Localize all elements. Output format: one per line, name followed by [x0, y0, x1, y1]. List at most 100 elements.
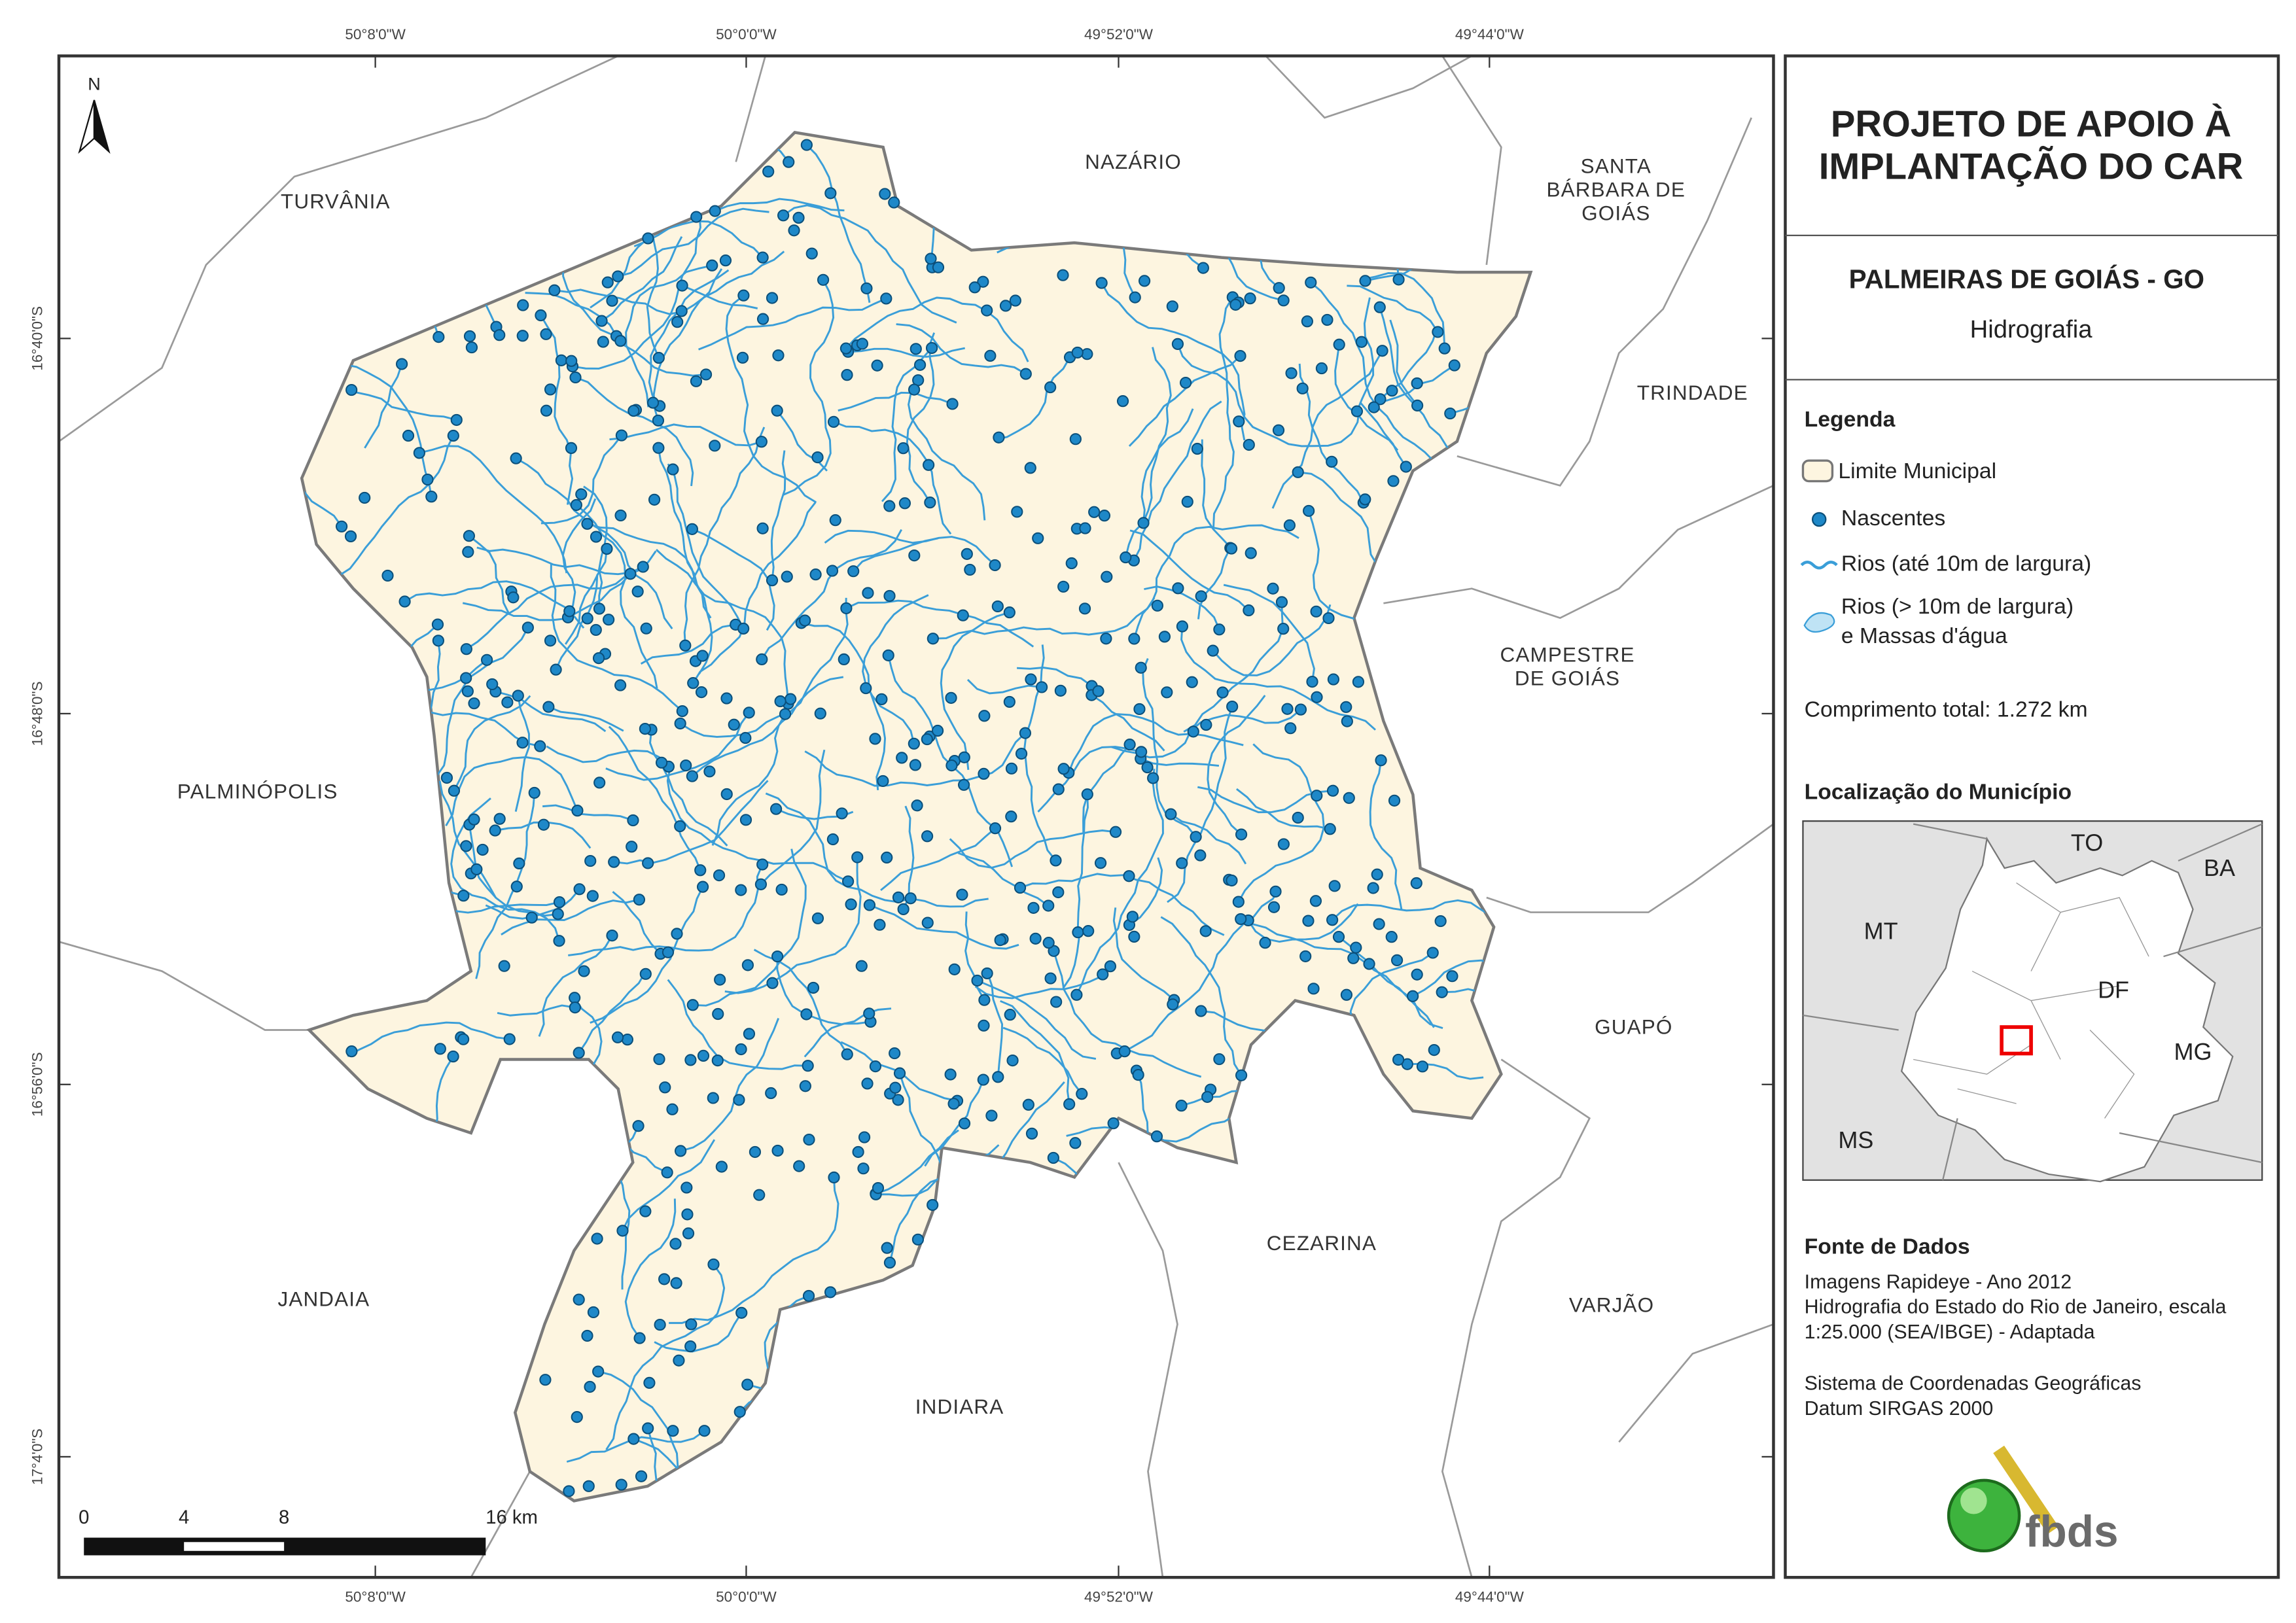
river [862, 594, 929, 744]
spring [889, 1047, 901, 1060]
spring [1385, 931, 1398, 943]
spring [615, 429, 628, 442]
spring [703, 765, 716, 778]
panel-frame [1784, 54, 2280, 1579]
spring [1352, 676, 1365, 688]
river [497, 1004, 576, 1017]
spring [1094, 857, 1107, 869]
spring [811, 912, 824, 924]
spring [614, 335, 627, 347]
river [845, 296, 1029, 362]
spring [755, 436, 768, 448]
spring [1035, 681, 1048, 693]
municipality: PALMEIRAS DE GOIÁS - GO [1849, 264, 2204, 294]
spring [1129, 291, 1141, 304]
spring [552, 908, 564, 920]
spring [528, 786, 540, 799]
river [561, 498, 597, 618]
spring [712, 1007, 724, 1021]
spring [670, 1277, 682, 1289]
spring [913, 358, 927, 371]
spring [1107, 1117, 1120, 1130]
spring [498, 960, 510, 972]
spring [550, 663, 562, 676]
spring [714, 973, 726, 986]
spring [1235, 913, 1247, 926]
spring [1118, 1045, 1131, 1058]
neighbor-boundary [1618, 1323, 1774, 1443]
spring [440, 771, 453, 784]
spring [978, 767, 990, 780]
logo-highlight [1960, 1488, 1987, 1514]
spring [735, 1306, 748, 1319]
spring [809, 568, 822, 581]
municipality [300, 131, 1533, 1503]
spring [720, 788, 733, 801]
river [587, 523, 712, 619]
river [325, 435, 455, 580]
river [896, 323, 1027, 375]
river [683, 427, 766, 646]
spring [553, 935, 565, 947]
spring [762, 166, 775, 178]
spring [772, 349, 785, 362]
river [906, 332, 936, 503]
spring [535, 309, 547, 322]
river [656, 549, 789, 704]
spring [1167, 998, 1179, 1011]
spring [921, 916, 934, 929]
spring [1054, 684, 1067, 697]
river [760, 749, 826, 885]
spring [682, 1227, 695, 1240]
spring [898, 497, 911, 510]
spring [749, 1145, 762, 1159]
spring [1027, 901, 1040, 914]
spring [1151, 599, 1164, 612]
spring [592, 652, 605, 665]
spring [671, 928, 683, 940]
spring [1273, 282, 1285, 294]
river [540, 315, 574, 505]
river [1347, 285, 1439, 333]
spring [1213, 623, 1226, 636]
coordinate-label: 49°52'0"W [1084, 26, 1154, 43]
neighbor-label: PALMINÓPOLIS [177, 780, 338, 803]
spring [989, 822, 1002, 835]
river [347, 1021, 510, 1057]
spring [448, 784, 461, 797]
river [578, 971, 646, 1054]
spring [766, 574, 779, 587]
river [1412, 959, 1494, 998]
spring [1434, 915, 1447, 928]
spring [803, 1133, 815, 1146]
spring [711, 1054, 724, 1067]
spring [633, 1332, 646, 1344]
coordinate-label: 50°0'0"W [716, 26, 777, 43]
river [932, 597, 1156, 640]
inset-label: TO [2071, 829, 2103, 856]
spring [845, 898, 857, 911]
inset-label: DF [2098, 977, 2129, 1003]
spring [1438, 342, 1451, 355]
river [669, 1177, 839, 1324]
river [764, 1295, 809, 1369]
spring [836, 807, 848, 820]
spring [1116, 395, 1129, 408]
spring [606, 930, 618, 942]
spring [643, 1376, 656, 1389]
spring [570, 498, 582, 512]
spring [1375, 754, 1387, 767]
spring [1309, 895, 1322, 907]
spring [826, 833, 839, 846]
river [548, 706, 624, 732]
spring [662, 946, 675, 958]
spring [948, 963, 961, 975]
spring [593, 777, 606, 789]
spring [741, 959, 754, 971]
spring [1400, 461, 1412, 473]
river [838, 391, 953, 411]
legend-label: e Massas d'água [1841, 623, 2007, 648]
spring [814, 707, 826, 720]
spring [542, 701, 555, 713]
